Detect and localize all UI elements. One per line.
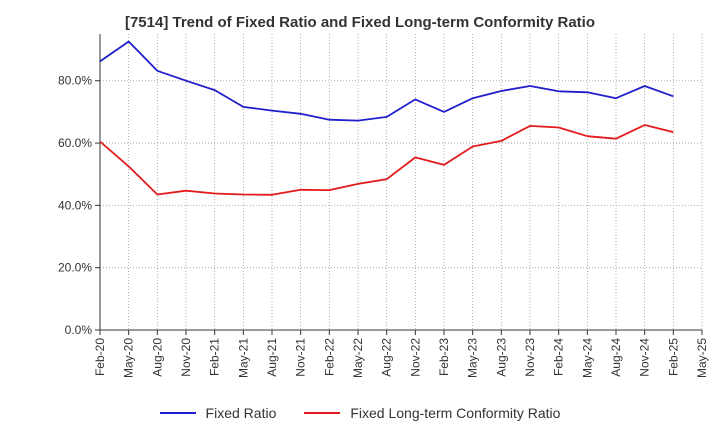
x-tick-label: May-22: [351, 338, 365, 378]
legend-label-1: Fixed Long-term Conformity Ratio: [350, 405, 561, 421]
legend-swatch-1: [304, 412, 341, 414]
legend-item-0: Fixed Ratio: [159, 405, 277, 421]
chart-title: [7514] Trend of Fixed Ratio and Fixed Lo…: [124, 14, 596, 31]
x-tick-label: Aug-24: [609, 338, 623, 377]
y-tick-label: 40.0%: [58, 198, 92, 212]
x-tick-label: Aug-23: [494, 338, 508, 377]
x-tick-label: Feb-22: [322, 338, 336, 376]
series-line-0: [99, 40, 674, 122]
y-tick-label: 80.0%: [58, 74, 92, 88]
x-tick-label: May-21: [236, 338, 250, 378]
x-tick-label: Nov-23: [523, 338, 537, 377]
x-tick-label: Nov-20: [179, 338, 193, 377]
y-tick-label: 20.0%: [58, 261, 92, 275]
x-tick-label: Feb-25: [666, 338, 680, 376]
x-tick-label: May-23: [466, 338, 480, 378]
x-tick-label: Feb-21: [208, 338, 222, 376]
legend-item-1: Fixed Long-term Conformity Ratio: [304, 405, 560, 421]
legend: Fixed Ratio Fixed Long-term Conformity R…: [0, 405, 720, 421]
x-tick-label: Feb-24: [552, 338, 566, 376]
legend-swatch-0: [159, 412, 196, 414]
y-tick-label: 60.0%: [58, 136, 92, 150]
x-tick-label: May-25: [695, 338, 709, 378]
x-tick-label: Feb-20: [93, 338, 107, 376]
series-line-1: [99, 124, 674, 196]
x-tick-label: Nov-24: [638, 338, 652, 377]
x-tick-label: Nov-21: [294, 338, 308, 377]
legend-label-0: Fixed Ratio: [205, 405, 277, 421]
x-tick-label: Aug-20: [150, 338, 164, 377]
x-tick-label: May-20: [122, 338, 136, 378]
x-tick-label: Aug-22: [380, 338, 394, 377]
x-tick-label: Aug-21: [265, 338, 279, 377]
x-tick-label: Feb-23: [437, 338, 451, 376]
y-tick-label: 0.0%: [65, 323, 93, 337]
x-tick-label: Nov-22: [408, 338, 422, 377]
x-tick-label: May-24: [580, 338, 594, 378]
